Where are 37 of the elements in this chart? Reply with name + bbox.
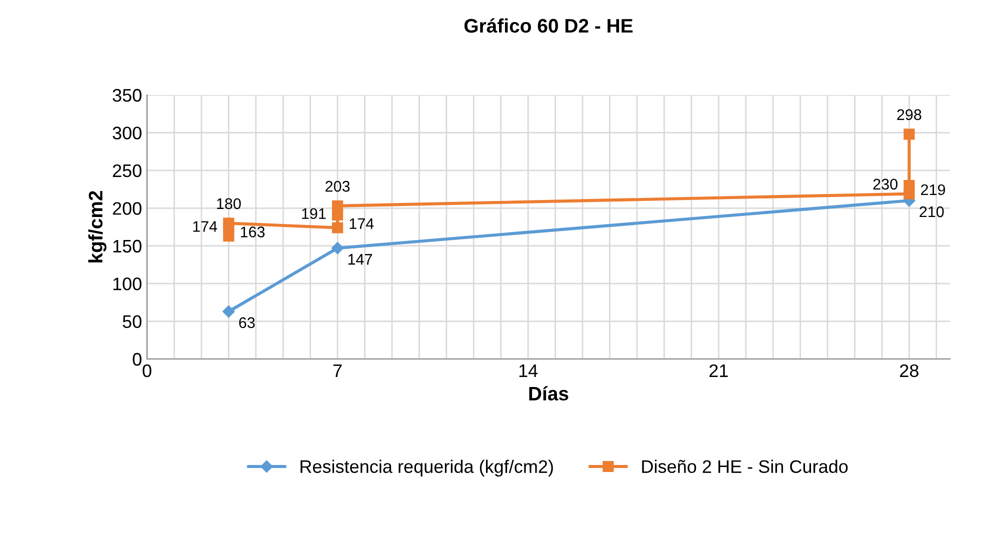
y-tick-label: 300 — [112, 126, 142, 140]
data-label: 163 — [240, 226, 265, 238]
y-tick-label: 200 — [112, 202, 142, 215]
data-label: 191 — [302, 208, 326, 220]
legend-label: Diseño 2 HE - Sin Curado — [642, 460, 848, 473]
data-label: 174 — [350, 218, 374, 229]
y-tick-label: 150 — [113, 240, 142, 253]
data-label: 147 — [348, 254, 372, 265]
point — [332, 222, 344, 234]
y-tick-label: 50 — [122, 315, 142, 328]
x-tick-label: 0 — [142, 364, 152, 378]
data-label: 63 — [239, 317, 255, 328]
chart-title: Gráfico 60 D2 - HE — [464, 18, 633, 33]
y-tick-label: 350 — [112, 88, 142, 102]
data-label: 219 — [921, 184, 946, 196]
y-tick-label: 100 — [113, 278, 142, 290]
data-label: 174 — [193, 221, 218, 232]
data-label: 210 — [920, 206, 944, 218]
data-label: 230 — [873, 178, 898, 190]
y-axis-title: kgf/cm2 — [88, 191, 106, 262]
x-tick-label: 21 — [709, 364, 728, 377]
x-axis-title: Días — [529, 386, 568, 401]
y-tick-label: 250 — [112, 164, 142, 178]
point — [904, 128, 915, 140]
data-label: 180 — [217, 198, 241, 210]
point — [222, 305, 235, 318]
data-label: 298 — [897, 109, 922, 120]
legend-label: Resistencia requerida (kgf/cm2) — [300, 460, 553, 477]
x-tick-label: 7 — [333, 364, 342, 377]
point — [223, 218, 234, 229]
y-tick-label: 0 — [132, 352, 142, 366]
point — [332, 200, 344, 212]
x-tick-label: 14 — [519, 364, 538, 377]
point — [904, 180, 915, 192]
data-label: 203 — [326, 180, 350, 192]
point — [331, 242, 344, 254]
x-tick-label: 28 — [900, 364, 918, 378]
